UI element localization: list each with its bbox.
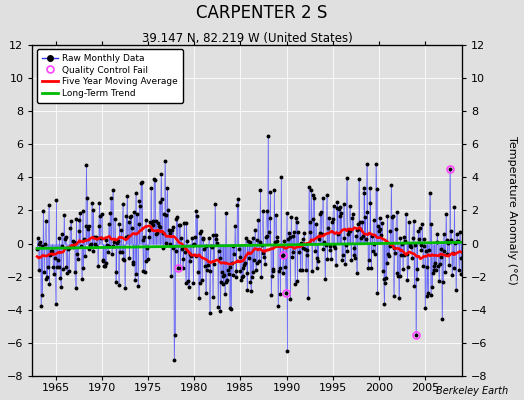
Y-axis label: Temperature Anomaly (°C): Temperature Anomaly (°C)	[507, 136, 517, 285]
Title: 39.147 N, 82.219 W (United States): 39.147 N, 82.219 W (United States)	[142, 32, 353, 45]
Text: Berkeley Earth: Berkeley Earth	[436, 386, 508, 396]
Legend: Raw Monthly Data, Quality Control Fail, Five Year Moving Average, Long-Term Tren: Raw Monthly Data, Quality Control Fail, …	[37, 50, 182, 102]
Text: CARPENTER 2 S: CARPENTER 2 S	[196, 4, 328, 22]
